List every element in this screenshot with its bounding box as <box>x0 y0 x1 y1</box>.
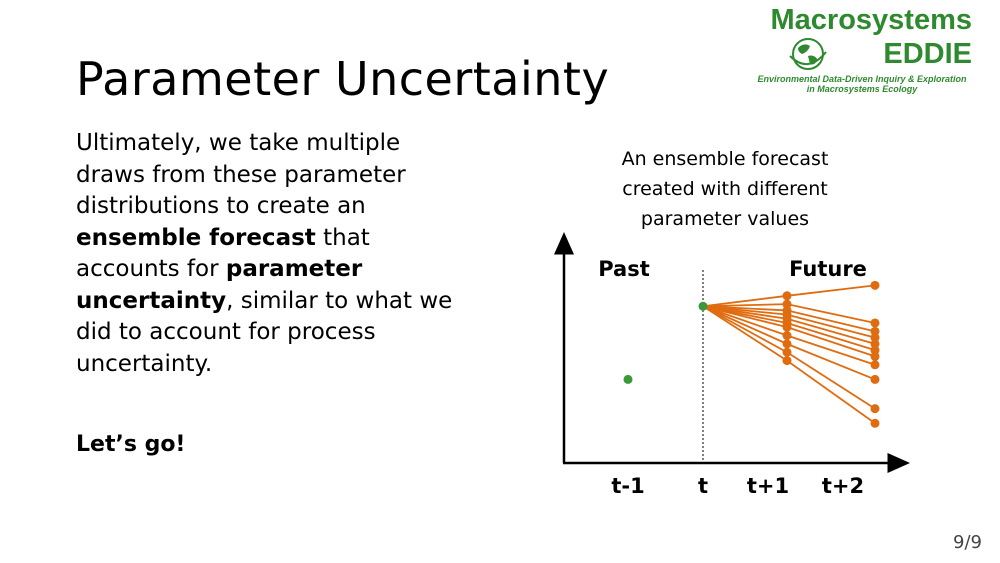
ensemble-point <box>870 345 880 355</box>
logo-title-eddie: EDDIE <box>883 38 972 70</box>
ensemble-point <box>870 333 880 343</box>
x-tick-label: t+2 <box>822 474 864 498</box>
ensemble-point <box>782 356 792 366</box>
ensemble-forecast-diagram: Past Future t-1 t t+1 t+2 <box>554 232 910 498</box>
lets-go-text: Let’s go! <box>76 432 186 457</box>
label-future: Future <box>789 257 867 281</box>
ensemble-point <box>782 331 792 341</box>
logo-title-macrosystems: Macrosystems <box>770 4 973 36</box>
ensemble-point <box>870 374 880 384</box>
ensemble-point <box>870 360 880 370</box>
logo-subtitle-line2: in Macrosystems Ecology <box>806 84 918 94</box>
macrosystems-eddie-logo: Macrosystems EDDIE Environmental Data-Dr… <box>744 4 980 96</box>
ensemble-point <box>870 326 880 336</box>
logo-subtitle: Environmental Data-Driven Inquiry & Expl… <box>744 74 980 94</box>
ensemble-layer <box>702 280 880 428</box>
ensemble-point <box>870 339 880 349</box>
body-bold-ensemble-forecast: ensemble forecast <box>76 224 316 251</box>
ensemble-point <box>870 418 880 428</box>
body-text-part: that accounts for <box>76 224 370 283</box>
ensemble-point <box>870 404 880 414</box>
globe-icon <box>789 38 827 70</box>
label-past: Past <box>598 257 650 281</box>
page-number: 9/9 <box>953 532 982 553</box>
slide-body-text: Ultimately, we take multiple draws from … <box>76 128 466 380</box>
body-bold-parameter-uncertainty: parameter uncertainty <box>76 256 363 314</box>
body-text-part: Ultimately, we take multiple draws from … <box>76 130 406 219</box>
slide-title: Parameter Uncertainty <box>76 52 610 106</box>
x-tick-label: t+1 <box>747 474 789 498</box>
ensemble-point <box>870 280 880 290</box>
ensemble-point <box>870 351 880 361</box>
ensemble-point <box>870 318 880 328</box>
ensemble-point <box>782 322 792 332</box>
observed-layer <box>623 301 708 384</box>
observed-point <box>698 301 708 311</box>
ensemble-point <box>782 347 792 357</box>
diagram-caption: An ensemble forecast created with differ… <box>621 148 829 230</box>
body-text-part: , similar to what we did to account for … <box>76 287 453 377</box>
ensemble-point <box>782 339 792 349</box>
observed-point <box>623 374 633 384</box>
logo-subtitle-line1: Environmental Data-Driven Inquiry & Expl… <box>757 74 967 84</box>
x-tick-label: t <box>698 474 708 498</box>
x-tick-labels: t-1 t t+1 t+2 <box>611 474 864 498</box>
ensemble-point <box>782 299 792 309</box>
ensemble-point <box>782 291 792 301</box>
x-tick-label: t-1 <box>611 474 644 498</box>
